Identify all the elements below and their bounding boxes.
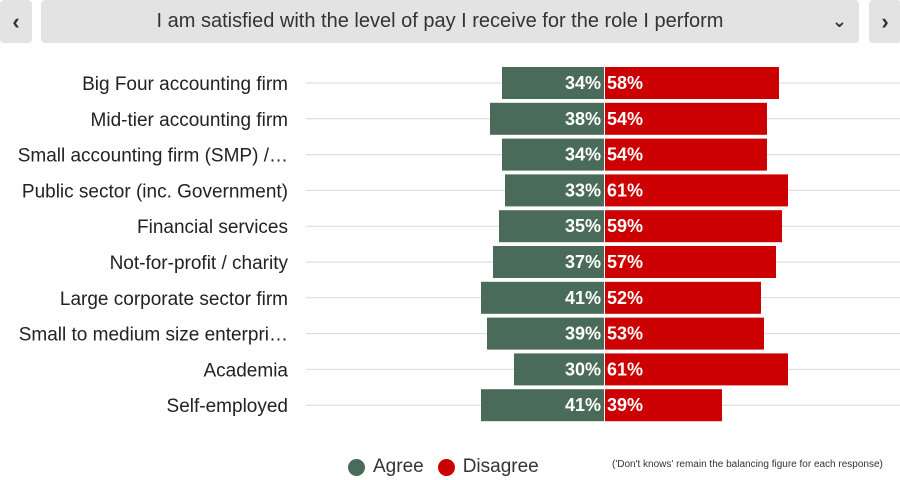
- bar-agree[interactable]: [499, 210, 604, 243]
- bar-disagree[interactable]: [605, 281, 761, 314]
- bar-agree[interactable]: [514, 353, 604, 386]
- legend-dot-agree: [348, 458, 365, 476]
- data-label-disagree: 61%: [607, 180, 643, 200]
- bar-agree[interactable]: [502, 67, 604, 99]
- data-label-disagree: 53%: [607, 324, 643, 344]
- bar-agree[interactable]: [481, 281, 604, 314]
- category-label: Small accounting firm (SMP) /…: [18, 146, 288, 167]
- bar-agree[interactable]: [493, 246, 604, 278]
- next-question-button[interactable]: ›: [869, 0, 900, 43]
- bar-disagree[interactable]: [605, 102, 767, 135]
- bar-disagree[interactable]: [605, 353, 788, 386]
- data-label-agree: 35%: [565, 216, 601, 236]
- data-label-disagree: 39%: [607, 395, 643, 415]
- bar-disagree[interactable]: [605, 389, 722, 422]
- bar-disagree[interactable]: [605, 246, 776, 278]
- bar-agree[interactable]: [481, 389, 604, 422]
- data-label-disagree: 52%: [607, 288, 643, 308]
- legend-label-agree: Agree: [373, 456, 424, 477]
- data-label-disagree: 59%: [607, 216, 643, 236]
- data-label-agree: 37%: [565, 252, 601, 272]
- data-label-agree: 33%: [565, 180, 601, 200]
- category-label: Mid-tier accounting firm: [91, 110, 288, 131]
- data-label-disagree: 61%: [607, 359, 643, 379]
- bar-disagree[interactable]: [605, 210, 782, 243]
- bar-disagree[interactable]: [605, 317, 764, 350]
- category-label: Big Four accounting firm: [82, 74, 288, 95]
- bar-agree[interactable]: [505, 174, 604, 207]
- bar-agree[interactable]: [490, 102, 604, 135]
- chevron-down-icon: ⌄: [831, 11, 847, 31]
- legend: Agree Disagree: [348, 455, 553, 479]
- footnote: ('Don't knows' remain the balancing figu…: [612, 459, 883, 470]
- data-label-disagree: 54%: [607, 109, 643, 129]
- bar-disagree[interactable]: [605, 138, 767, 171]
- data-label-agree: 34%: [565, 145, 601, 165]
- bar-disagree[interactable]: [605, 67, 779, 99]
- data-label-agree: 41%: [565, 288, 601, 308]
- diverging-bar-chart: Big Four accounting firm 34% 58% Mid-tier a…: [18, 67, 900, 422]
- chevron-left-icon: ‹: [12, 8, 20, 34]
- legend-item-agree[interactable]: Agree: [348, 456, 424, 478]
- category-label: Not-for-profit / charity: [110, 253, 289, 274]
- bar-disagree[interactable]: [605, 174, 788, 207]
- previous-question-button[interactable]: ‹: [0, 0, 32, 43]
- data-label-disagree: 54%: [607, 145, 643, 165]
- legend-dot-disagree: [437, 458, 455, 476]
- data-label-disagree: 58%: [607, 73, 643, 93]
- data-label-disagree: 57%: [607, 252, 643, 272]
- question-select-value: I am satisfied with the level of pay I r…: [156, 10, 724, 32]
- category-label: Self-employed: [167, 396, 288, 417]
- top-bar: ‹ I am satisfied with the level of pay I…: [0, 0, 900, 44]
- legend-item-disagree[interactable]: Disagree: [437, 456, 539, 478]
- category-label: Public sector (inc. Government): [22, 181, 288, 202]
- bar-agree[interactable]: [502, 138, 604, 171]
- category-label: Small to medium size enterpri…: [19, 325, 288, 346]
- chevron-right-icon: ›: [881, 8, 889, 34]
- question-select[interactable]: I am satisfied with the level of pay I r…: [41, 0, 859, 43]
- category-label: Large corporate sector firm: [60, 289, 288, 310]
- category-label: Financial services: [137, 217, 288, 238]
- legend-label-disagree: Disagree: [462, 456, 539, 477]
- category-label: Academia: [204, 360, 289, 381]
- data-label-agree: 39%: [565, 324, 601, 344]
- bar-agree[interactable]: [487, 317, 604, 350]
- data-label-agree: 30%: [565, 359, 601, 379]
- data-label-agree: 41%: [565, 395, 601, 415]
- data-label-agree: 34%: [565, 73, 601, 93]
- data-label-agree: 38%: [565, 109, 601, 129]
